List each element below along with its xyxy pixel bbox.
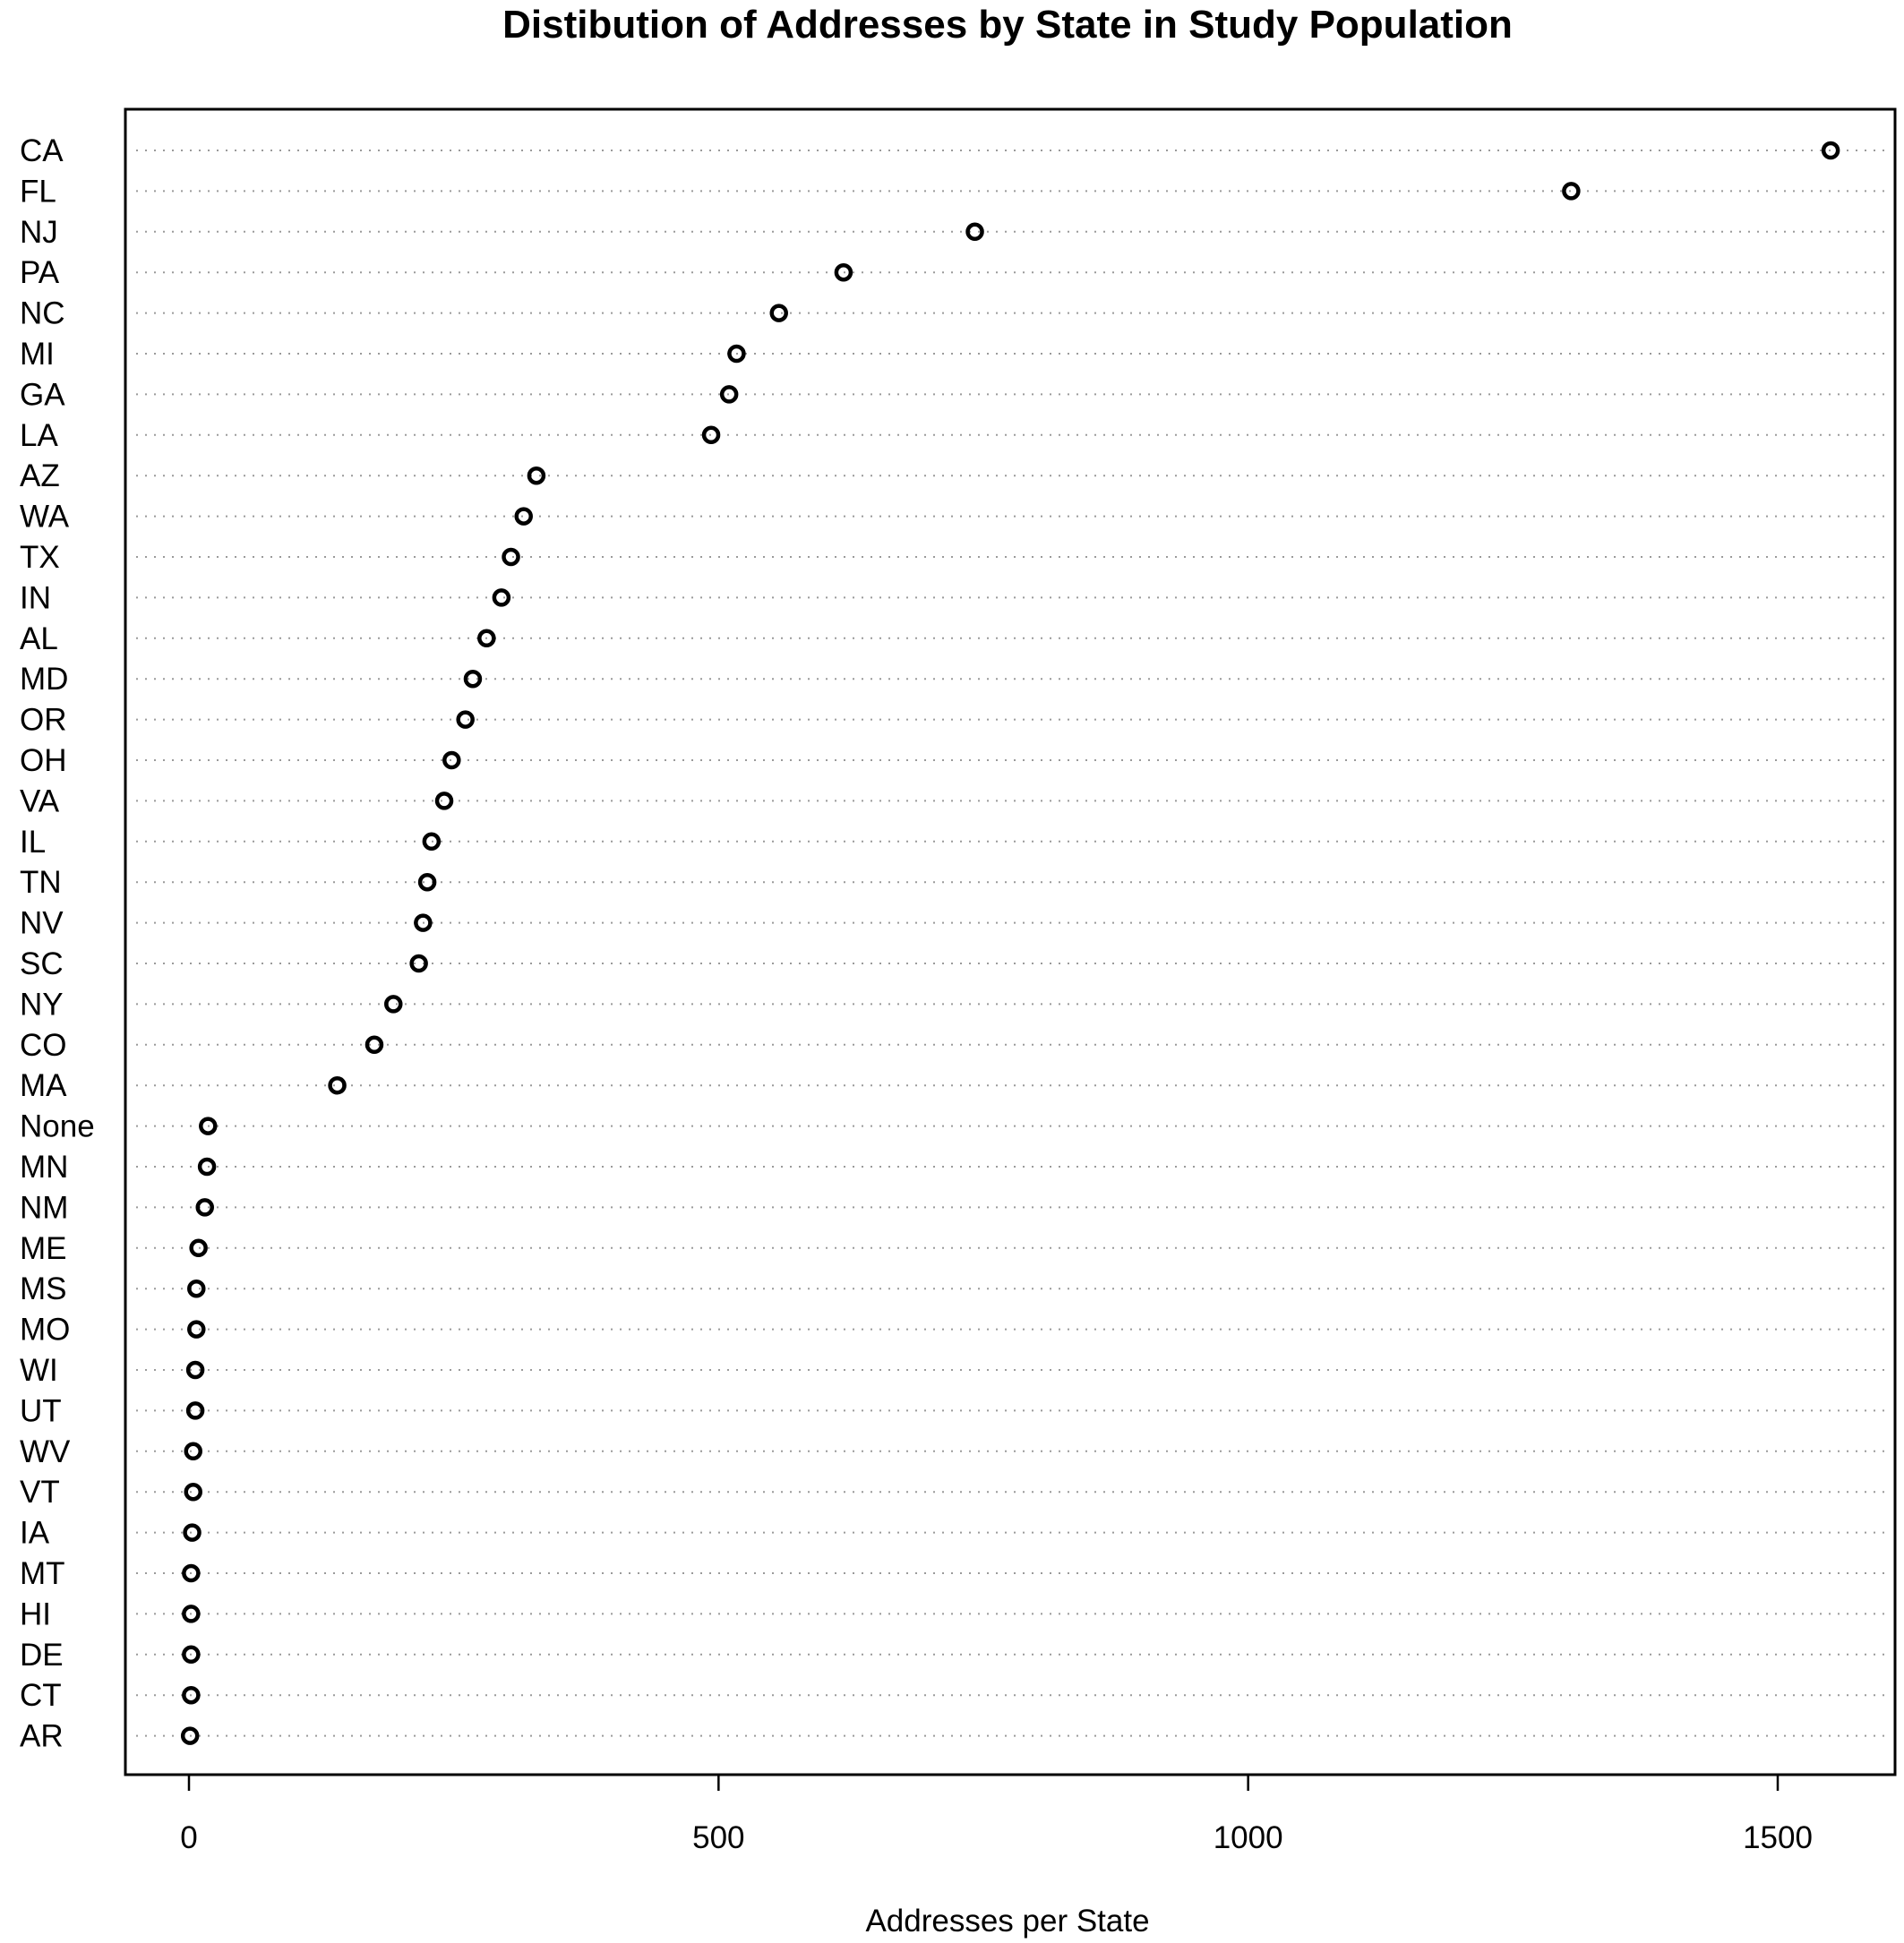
data-point (195, 1198, 214, 1217)
category-label: IN (20, 580, 51, 615)
data-point (180, 1726, 200, 1745)
category-label: WA (20, 500, 70, 535)
category-label: CT (20, 1678, 62, 1713)
category-label: OR (20, 703, 67, 738)
category-label: NC (20, 296, 65, 331)
category-label: AL (20, 621, 58, 656)
data-point (199, 1117, 218, 1135)
category-label: NM (20, 1190, 68, 1225)
data-point (719, 385, 739, 404)
data-point (463, 669, 483, 689)
data-point (492, 588, 511, 607)
data-point (187, 1279, 206, 1298)
category-label: IA (20, 1516, 50, 1551)
data-point (769, 304, 788, 322)
data-points (180, 141, 1840, 1745)
category-label: VT (20, 1475, 60, 1510)
guide-lines (136, 150, 1886, 1737)
data-point (183, 1523, 202, 1542)
category-label: CO (20, 1028, 67, 1063)
category-label: TN (20, 865, 62, 900)
x-tick-label: 1500 (1743, 1820, 1813, 1855)
data-point (701, 425, 721, 445)
data-point (189, 1238, 208, 1258)
category-label: MT (20, 1556, 65, 1591)
data-point (422, 832, 442, 852)
category-label: IL (20, 825, 46, 860)
data-point (182, 1685, 201, 1705)
data-point (365, 1035, 384, 1055)
category-label: FL (20, 174, 56, 209)
data-point (414, 913, 433, 932)
data-point (197, 1157, 217, 1177)
category-label: TX (20, 540, 60, 575)
category-label: OH (20, 743, 67, 778)
chart-title: Distibution of Addresses by State in Stu… (502, 3, 1513, 47)
data-point (187, 1320, 206, 1339)
data-point (727, 344, 746, 364)
data-point (182, 1645, 201, 1665)
data-point (434, 792, 454, 810)
data-point (442, 750, 461, 770)
category-label: NV (20, 906, 64, 941)
data-point (184, 1482, 202, 1502)
category-label: NJ (20, 215, 58, 250)
plot-frame (124, 107, 1897, 1776)
category-label: ME (20, 1231, 67, 1266)
x-tick-label: 500 (692, 1820, 744, 1855)
data-point (1562, 182, 1581, 201)
data-point (417, 872, 437, 892)
category-label: LA (20, 418, 58, 453)
data-point (514, 507, 533, 526)
category-label: MA (20, 1068, 67, 1103)
category-label: MO (20, 1313, 70, 1348)
data-point (182, 1605, 201, 1623)
data-point (477, 629, 496, 648)
data-point (182, 1563, 201, 1583)
category-label: MS (20, 1271, 67, 1306)
category-label: PA (20, 255, 60, 290)
category-label: AR (20, 1719, 64, 1754)
category-label: VA (20, 783, 60, 818)
data-point (834, 262, 853, 282)
data-point (527, 466, 546, 485)
category-label: None (20, 1109, 95, 1144)
data-point (456, 710, 475, 729)
category-label: WV (20, 1434, 71, 1469)
category-label: CA (20, 133, 64, 168)
x-axis-label: Addresses per State (865, 1904, 1149, 1939)
data-point (328, 1075, 347, 1095)
category-label: HI (20, 1596, 51, 1631)
data-point (965, 222, 984, 242)
data-point (1821, 141, 1840, 160)
category-label: AZ (20, 458, 60, 493)
category-label: SC (20, 946, 64, 981)
category-label: NY (20, 987, 64, 1022)
category-label: UT (20, 1393, 62, 1428)
category-labels: CA FL NJ PA NC MI GA LA AZ WA TX IN AL MD OR OH VA IL TN NV… (20, 133, 95, 1754)
data-point (185, 1360, 205, 1380)
x-tick-label: 1000 (1214, 1820, 1283, 1855)
data-point (185, 1401, 205, 1420)
data-point (184, 1442, 202, 1461)
x-tick-label: 0 (180, 1820, 197, 1855)
data-point (502, 547, 520, 567)
data-point (409, 954, 428, 973)
category-label: MD (20, 662, 68, 697)
data-point (384, 995, 403, 1014)
category-label: DE (20, 1638, 64, 1673)
x-axis-ticks: 0 500 1000 1500 (180, 1775, 1813, 1855)
category-label: GA (20, 377, 65, 412)
category-label: WI (20, 1353, 58, 1388)
category-label: MI (20, 337, 55, 372)
category-label: MN (20, 1150, 68, 1185)
